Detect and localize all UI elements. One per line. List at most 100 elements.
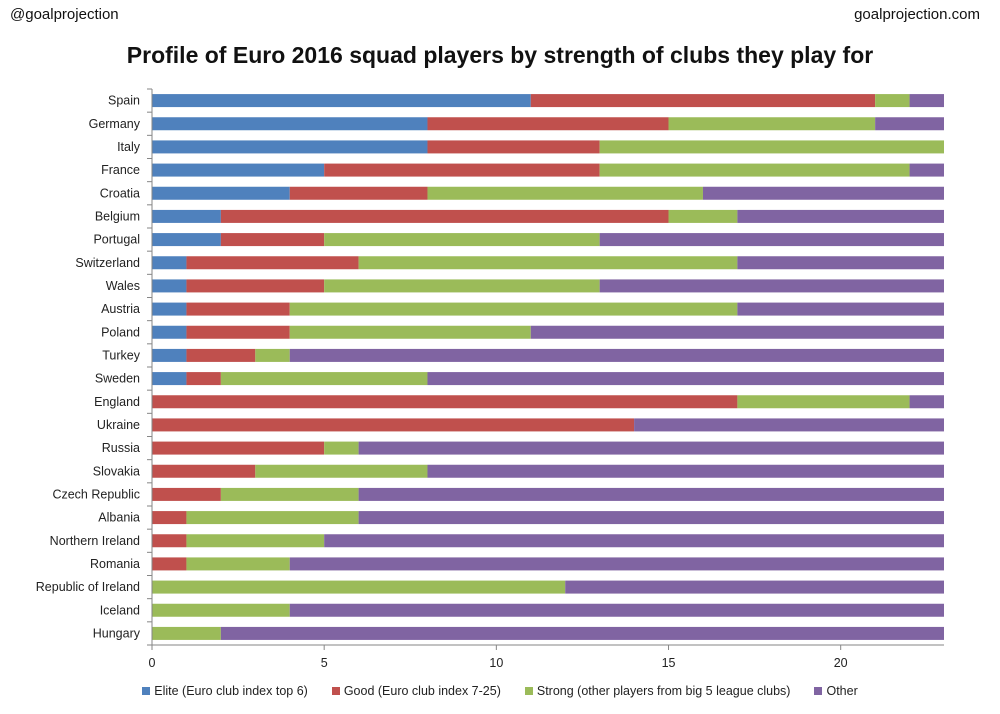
category-label: Sweden [95,372,140,386]
bar-segment [152,325,187,339]
bar-segment [565,580,944,594]
bar-segment [152,464,256,478]
bar-segment [152,395,738,409]
bar-segment [427,372,944,386]
bar-segment [152,256,187,270]
bar-segment [152,94,531,108]
bar-segment [324,534,944,548]
bar-segment [668,209,738,223]
bar-segment [152,140,428,154]
legend-item: Strong (other players from big 5 league … [524,684,791,698]
category-label: Italy [117,140,141,154]
bar-segment [427,140,600,154]
bar-segment [186,256,359,270]
category-label: Romania [90,557,140,571]
legend-item: Elite (Euro club index top 6) [142,684,308,698]
bar-segment [427,117,669,131]
bar-segment [220,372,428,386]
bar-segment [186,302,290,316]
legend-item: Good (Euro club index 7-25) [331,684,501,698]
bar-segment [152,626,221,640]
bar-segment [152,348,187,362]
category-label: Spain [108,94,140,108]
bar-segment [152,163,325,177]
category-label: France [101,163,140,177]
category-label: Turkey [102,348,140,362]
bar-segment [152,441,325,455]
category-label: Croatia [100,186,140,200]
category-label: Poland [101,325,140,339]
bar-segment [186,348,256,362]
legend-label: Strong (other players from big 5 league … [536,684,791,698]
bar-segment [737,302,944,316]
bar-segment [530,325,944,339]
bar-segment [358,511,944,525]
bar-segment [427,186,703,200]
category-label: Czech Republic [52,487,140,501]
bar-segment [152,209,221,223]
bar-segment [702,186,944,200]
bar-segment [152,511,187,525]
bar-segment [737,395,910,409]
bar-segment [152,186,290,200]
category-label: Hungary [93,626,141,640]
category-label: Germany [89,117,141,131]
bar-segment [152,117,428,131]
legend-swatch [814,687,823,695]
bar-segment [152,372,187,386]
x-tick-label: 20 [834,656,848,670]
bar-segment [909,94,944,108]
x-tick-label: 5 [321,656,328,670]
bar-segment [186,511,359,525]
bar-segment [289,325,531,339]
bar-segment [909,395,944,409]
legend-swatch [331,687,340,695]
bar-segment [220,233,325,247]
x-tick-label: 15 [662,656,676,670]
category-label: Wales [106,279,140,293]
bar-segment [220,209,669,223]
bar-segment [358,487,944,501]
bar-segment [186,325,290,339]
handle-text: @goalprojection [10,6,119,23]
bar-segment [255,464,428,478]
category-label: Russia [102,441,140,455]
bar-segment [634,418,944,432]
bar-segment [358,256,738,270]
bar-segment [324,163,600,177]
bar-segment [152,279,187,293]
bar-segment [875,94,910,108]
bar-segment [152,302,187,316]
bar-segment [255,348,290,362]
chart-title: Profile of Euro 2016 squad players by st… [126,42,874,68]
category-label: Portugal [93,233,140,247]
bar-segment [289,302,738,316]
bar-segment [152,580,566,594]
legend-item: Other [814,684,858,698]
bar-segment [358,441,944,455]
bar-segment [324,233,600,247]
bar-segment [220,626,944,640]
bar-segment [152,233,221,247]
bar-segment [289,557,944,571]
category-label: Albania [98,511,140,525]
bar-segment [324,279,600,293]
legend-label: Elite (Euro club index top 6) [154,684,308,698]
bar-segment [599,233,944,247]
category-label: Republic of Ireland [36,580,140,594]
bar-segment [152,603,290,617]
category-label: Austria [101,302,140,316]
category-label: Iceland [100,603,140,617]
bar-segment [186,557,290,571]
category-label: Ukraine [97,418,140,432]
bar-segment [289,603,944,617]
x-axis: 0 5 10 15 20 [147,88,944,670]
bar-segment [186,534,325,548]
legend-label: Other [826,684,858,698]
bar-segment [875,117,944,131]
bar-segment [737,209,944,223]
bar-segment [289,186,428,200]
x-tick-label: 0 [149,656,156,670]
bar-segment [530,94,876,108]
category-label: Switzerland [75,256,140,270]
